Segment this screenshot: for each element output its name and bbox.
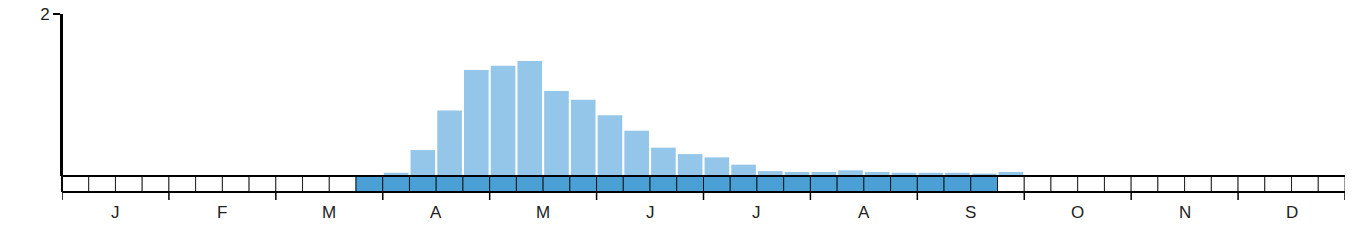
svg-text:J: J [111,203,120,222]
svg-text:J: J [646,203,655,222]
svg-text:J: J [752,203,761,222]
svg-text:O: O [1071,203,1084,222]
svg-text:D: D [1286,203,1298,222]
svg-text:N: N [1179,203,1191,222]
svg-text:2: 2 [40,5,49,24]
svg-text:M: M [536,203,550,222]
svg-text:M: M [322,203,336,222]
svg-text:A: A [430,203,442,222]
svg-text:F: F [217,203,227,222]
svg-text:S: S [965,203,976,222]
svg-text:A: A [858,203,870,222]
